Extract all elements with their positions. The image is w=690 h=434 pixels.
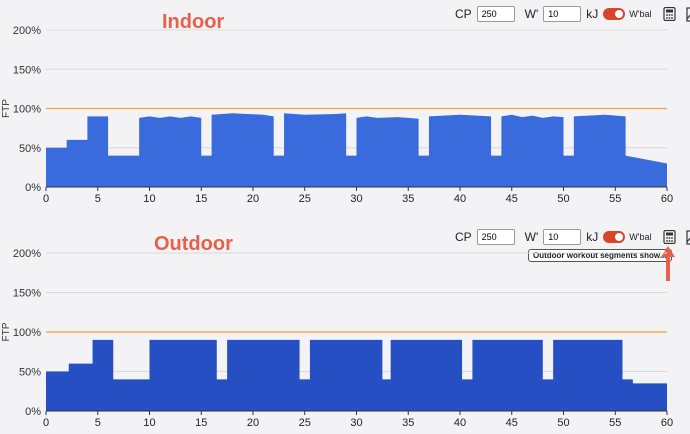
x-tick-label: 30 bbox=[350, 193, 362, 205]
cp-input[interactable] bbox=[476, 229, 515, 245]
x-tick-label: 20 bbox=[247, 193, 259, 205]
x-tick-label: 0 bbox=[43, 193, 49, 205]
cp-input[interactable] bbox=[476, 6, 515, 22]
x-tick-label: 60 bbox=[661, 193, 673, 205]
x-tick-label: 45 bbox=[506, 193, 518, 205]
x-tick-label: 35 bbox=[402, 417, 414, 429]
panel-title: Outdoor bbox=[154, 233, 233, 255]
x-tick-label: 20 bbox=[247, 417, 259, 429]
x-tick-label: 10 bbox=[143, 193, 155, 205]
x-tick-label: 55 bbox=[609, 417, 621, 429]
w-prime-unit: kJ bbox=[586, 7, 599, 21]
cp-label: CP bbox=[455, 7, 472, 21]
x-tick-label: 45 bbox=[506, 417, 518, 429]
outdoor-panel: Outdoor CP W' kJ W'bal Outdoor workout s… bbox=[0, 217, 690, 434]
wbal-toggle[interactable] bbox=[603, 231, 626, 243]
y-tick-label: 0% bbox=[25, 406, 41, 418]
x-tick-label: 25 bbox=[299, 193, 311, 205]
workout-area bbox=[46, 113, 667, 187]
y-tick-label: 200% bbox=[13, 248, 41, 260]
workout-area bbox=[46, 339, 667, 411]
chart-controls: CP W' kJ W'bal bbox=[455, 6, 690, 22]
y-axis-label: FTP bbox=[1, 322, 12, 341]
calculator-icon[interactable] bbox=[662, 229, 678, 245]
y-tick-label: 50% bbox=[19, 367, 41, 379]
x-tick-label: 5 bbox=[95, 417, 101, 429]
wbal-label: W'bal bbox=[629, 9, 652, 19]
w-prime-label: W' bbox=[524, 7, 539, 21]
y-tick-label: 150% bbox=[13, 288, 41, 300]
y-tick-label: 100% bbox=[13, 327, 41, 339]
y-tick-label: 0% bbox=[25, 182, 41, 194]
x-tick-label: 35 bbox=[402, 193, 414, 205]
wbal-toggle[interactable] bbox=[603, 8, 626, 20]
calculator-icon[interactable] bbox=[662, 6, 678, 22]
w-prime-input[interactable] bbox=[543, 6, 582, 22]
x-tick-label: 50 bbox=[557, 417, 569, 429]
x-tick-label: 5 bbox=[95, 193, 101, 205]
x-tick-label: 55 bbox=[609, 193, 621, 205]
annotation-arrow bbox=[661, 246, 675, 281]
chart-controls: CP W' kJ W'bal bbox=[455, 229, 690, 245]
x-tick-label: 15 bbox=[195, 193, 207, 205]
x-tick-label: 40 bbox=[454, 417, 466, 429]
w-prime-label: W' bbox=[524, 230, 539, 244]
x-tick-label: 40 bbox=[454, 193, 466, 205]
w-prime-unit: kJ bbox=[586, 230, 599, 244]
x-tick-label: 60 bbox=[661, 417, 673, 429]
w-prime-input[interactable] bbox=[543, 229, 582, 245]
y-tick-label: 200% bbox=[13, 25, 41, 37]
x-tick-label: 50 bbox=[557, 193, 569, 205]
y-tick-label: 50% bbox=[19, 143, 41, 155]
y-tick-label: 100% bbox=[13, 104, 41, 116]
y-tick-label: 150% bbox=[13, 64, 41, 76]
x-tick-label: 0 bbox=[43, 417, 49, 429]
x-tick-label: 10 bbox=[143, 417, 155, 429]
x-tick-label: 30 bbox=[350, 417, 362, 429]
panel-title: Indoor bbox=[162, 11, 225, 33]
wbal-label: W'bal bbox=[629, 232, 652, 242]
workout-chart: 0% 50% 100% 150% 200% 0 5 10 15 20 25 30 35 40 45 50 55 6… bbox=[1, 248, 673, 429]
y-axis-label: FTP bbox=[1, 99, 12, 118]
x-tick-label: 15 bbox=[195, 417, 207, 429]
cp-label: CP bbox=[455, 230, 472, 244]
workout-chart: 0% 50% 100% 150% 200% 0 5 10 15 20 25 30 35 40 45 50 55 6… bbox=[1, 25, 673, 205]
indoor-panel: Indoor CP W' kJ W'bal 0%50%100%150%200%0… bbox=[1, 6, 690, 205]
x-tick-label: 25 bbox=[299, 417, 311, 429]
